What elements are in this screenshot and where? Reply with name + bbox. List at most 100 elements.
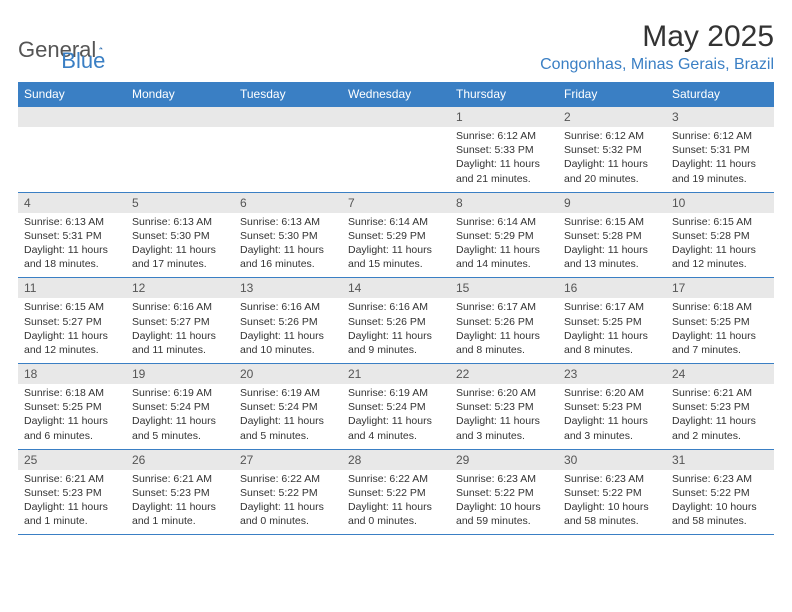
sunset-text: Sunset: 5:24 PM — [240, 400, 336, 414]
sunset-text: Sunset: 5:25 PM — [564, 315, 660, 329]
day-number — [234, 107, 342, 127]
day-number: 18 — [18, 364, 126, 384]
day-details: Sunrise: 6:14 AMSunset: 5:29 PMDaylight:… — [342, 213, 450, 278]
day-number: 22 — [450, 364, 558, 384]
day-details: Sunrise: 6:20 AMSunset: 5:23 PMDaylight:… — [450, 384, 558, 449]
day-number: 14 — [342, 278, 450, 298]
day-details: Sunrise: 6:21 AMSunset: 5:23 PMDaylight:… — [126, 470, 234, 535]
sunrise-text: Sunrise: 6:17 AM — [564, 300, 660, 314]
daylight-text: Daylight: 11 hours and 19 minutes. — [672, 157, 768, 185]
day-number: 26 — [126, 450, 234, 470]
day-cell: 13Sunrise: 6:16 AMSunset: 5:26 PMDayligh… — [234, 278, 342, 364]
day-cell: 16Sunrise: 6:17 AMSunset: 5:25 PMDayligh… — [558, 278, 666, 364]
dayhead-mon: Monday — [126, 82, 234, 107]
day-number: 15 — [450, 278, 558, 298]
daylight-text: Daylight: 11 hours and 11 minutes. — [132, 329, 228, 357]
day-details — [342, 127, 450, 189]
dayhead-thu: Thursday — [450, 82, 558, 107]
sunset-text: Sunset: 5:26 PM — [240, 315, 336, 329]
day-cell: 17Sunrise: 6:18 AMSunset: 5:25 PMDayligh… — [666, 278, 774, 364]
day-details: Sunrise: 6:19 AMSunset: 5:24 PMDaylight:… — [234, 384, 342, 449]
daylight-text: Daylight: 11 hours and 10 minutes. — [240, 329, 336, 357]
day-number — [18, 107, 126, 127]
daylight-text: Daylight: 11 hours and 0 minutes. — [240, 500, 336, 528]
day-number: 2 — [558, 107, 666, 127]
sunset-text: Sunset: 5:23 PM — [672, 400, 768, 414]
daylight-text: Daylight: 11 hours and 7 minutes. — [672, 329, 768, 357]
day-details: Sunrise: 6:13 AMSunset: 5:31 PMDaylight:… — [18, 213, 126, 278]
day-number: 21 — [342, 364, 450, 384]
day-cell: 24Sunrise: 6:21 AMSunset: 5:23 PMDayligh… — [666, 364, 774, 450]
daylight-text: Daylight: 11 hours and 8 minutes. — [564, 329, 660, 357]
brand-logo: General Blue — [18, 20, 105, 74]
sunrise-text: Sunrise: 6:19 AM — [348, 386, 444, 400]
day-details: Sunrise: 6:16 AMSunset: 5:27 PMDaylight:… — [126, 298, 234, 363]
day-number: 13 — [234, 278, 342, 298]
calendar-table: Sunday Monday Tuesday Wednesday Thursday… — [18, 82, 774, 535]
day-cell: 5Sunrise: 6:13 AMSunset: 5:30 PMDaylight… — [126, 192, 234, 278]
day-details: Sunrise: 6:13 AMSunset: 5:30 PMDaylight:… — [234, 213, 342, 278]
day-cell: 30Sunrise: 6:23 AMSunset: 5:22 PMDayligh… — [558, 449, 666, 535]
daylight-text: Daylight: 11 hours and 5 minutes. — [240, 414, 336, 442]
daylight-text: Daylight: 11 hours and 5 minutes. — [132, 414, 228, 442]
sunrise-text: Sunrise: 6:12 AM — [456, 129, 552, 143]
sunrise-text: Sunrise: 6:19 AM — [240, 386, 336, 400]
title-block: May 2025 Congonhas, Minas Gerais, Brazil — [540, 20, 774, 74]
day-details: Sunrise: 6:23 AMSunset: 5:22 PMDaylight:… — [558, 470, 666, 535]
sunset-text: Sunset: 5:27 PM — [132, 315, 228, 329]
location-text: Congonhas, Minas Gerais, Brazil — [540, 56, 774, 74]
sunset-text: Sunset: 5:31 PM — [24, 229, 120, 243]
dayhead-fri: Friday — [558, 82, 666, 107]
sunrise-text: Sunrise: 6:13 AM — [132, 215, 228, 229]
sunset-text: Sunset: 5:33 PM — [456, 143, 552, 157]
day-details: Sunrise: 6:15 AMSunset: 5:28 PMDaylight:… — [558, 213, 666, 278]
day-number: 3 — [666, 107, 774, 127]
day-number: 23 — [558, 364, 666, 384]
sunset-text: Sunset: 5:32 PM — [564, 143, 660, 157]
day-cell: 15Sunrise: 6:17 AMSunset: 5:26 PMDayligh… — [450, 278, 558, 364]
sunrise-text: Sunrise: 6:16 AM — [348, 300, 444, 314]
sunset-text: Sunset: 5:25 PM — [24, 400, 120, 414]
sunrise-text: Sunrise: 6:12 AM — [672, 129, 768, 143]
day-number: 11 — [18, 278, 126, 298]
week-row: 1Sunrise: 6:12 AMSunset: 5:33 PMDaylight… — [18, 107, 774, 193]
dayhead-sun: Sunday — [18, 82, 126, 107]
daylight-text: Daylight: 10 hours and 58 minutes. — [672, 500, 768, 528]
day-cell: 4Sunrise: 6:13 AMSunset: 5:31 PMDaylight… — [18, 192, 126, 278]
brand-part2: Blue — [61, 48, 105, 74]
day-cell: 18Sunrise: 6:18 AMSunset: 5:25 PMDayligh… — [18, 364, 126, 450]
day-number: 31 — [666, 450, 774, 470]
sunset-text: Sunset: 5:23 PM — [24, 486, 120, 500]
daylight-text: Daylight: 11 hours and 21 minutes. — [456, 157, 552, 185]
daylight-text: Daylight: 11 hours and 1 minute. — [132, 500, 228, 528]
dayhead-wed: Wednesday — [342, 82, 450, 107]
day-details: Sunrise: 6:16 AMSunset: 5:26 PMDaylight:… — [234, 298, 342, 363]
day-cell — [234, 107, 342, 193]
daylight-text: Daylight: 11 hours and 8 minutes. — [456, 329, 552, 357]
day-number: 12 — [126, 278, 234, 298]
sunrise-text: Sunrise: 6:21 AM — [672, 386, 768, 400]
day-cell: 10Sunrise: 6:15 AMSunset: 5:28 PMDayligh… — [666, 192, 774, 278]
sunset-text: Sunset: 5:22 PM — [456, 486, 552, 500]
sunrise-text: Sunrise: 6:20 AM — [456, 386, 552, 400]
day-cell: 12Sunrise: 6:16 AMSunset: 5:27 PMDayligh… — [126, 278, 234, 364]
day-number — [342, 107, 450, 127]
sunset-text: Sunset: 5:23 PM — [456, 400, 552, 414]
daylight-text: Daylight: 11 hours and 12 minutes. — [672, 243, 768, 271]
sunset-text: Sunset: 5:22 PM — [672, 486, 768, 500]
day-number: 19 — [126, 364, 234, 384]
day-number: 4 — [18, 193, 126, 213]
daylight-text: Daylight: 11 hours and 18 minutes. — [24, 243, 120, 271]
day-details: Sunrise: 6:17 AMSunset: 5:26 PMDaylight:… — [450, 298, 558, 363]
sunrise-text: Sunrise: 6:13 AM — [24, 215, 120, 229]
day-number: 20 — [234, 364, 342, 384]
sunset-text: Sunset: 5:26 PM — [456, 315, 552, 329]
day-number: 27 — [234, 450, 342, 470]
day-cell: 19Sunrise: 6:19 AMSunset: 5:24 PMDayligh… — [126, 364, 234, 450]
daylight-text: Daylight: 10 hours and 58 minutes. — [564, 500, 660, 528]
day-cell: 22Sunrise: 6:20 AMSunset: 5:23 PMDayligh… — [450, 364, 558, 450]
week-row: 4Sunrise: 6:13 AMSunset: 5:31 PMDaylight… — [18, 192, 774, 278]
day-number: 17 — [666, 278, 774, 298]
sunrise-text: Sunrise: 6:13 AM — [240, 215, 336, 229]
sunrise-text: Sunrise: 6:22 AM — [348, 472, 444, 486]
